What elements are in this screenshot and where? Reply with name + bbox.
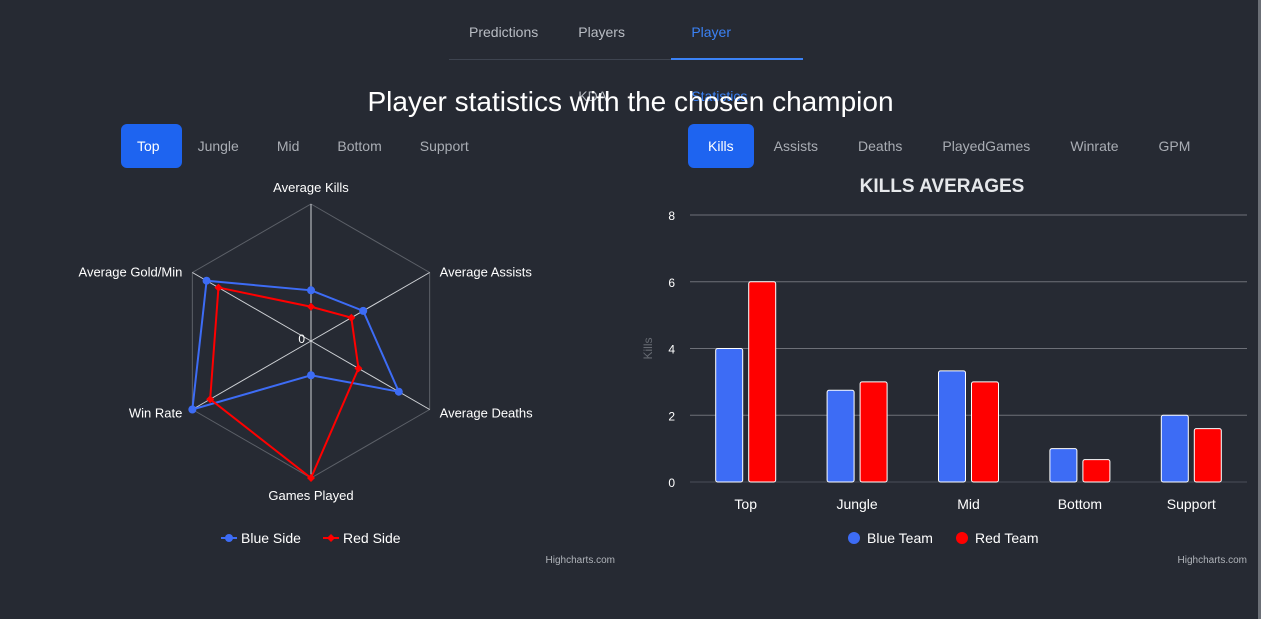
legend-label: Blue Team xyxy=(867,530,933,546)
radar-chart: 0 Average Kills Average Assists Average Dea… xyxy=(79,180,615,566)
radar-series-line xyxy=(191,279,401,411)
legend-symbol xyxy=(956,532,968,544)
role-tab-support[interactable]: Support xyxy=(419,138,469,154)
legend-label: Blue Side xyxy=(241,530,301,546)
radar-axis-label: Average Assists xyxy=(440,265,533,280)
bar xyxy=(1160,414,1189,483)
bar xyxy=(1193,428,1222,483)
radar-point xyxy=(394,387,403,396)
radar-point xyxy=(307,474,315,482)
radar-point xyxy=(202,276,211,285)
bar xyxy=(715,348,744,483)
metric-tab-deaths[interactable]: Deaths xyxy=(858,138,903,154)
radar-point xyxy=(307,302,315,311)
radar-center-label: 0 xyxy=(298,332,305,346)
metric-tabs: Kills Assists Deaths PlayedGames Winrate… xyxy=(688,124,1210,168)
bar xyxy=(748,281,777,483)
role-tabs: Top Jungle Mid Bottom Support xyxy=(121,124,491,168)
radar-spoke xyxy=(192,272,312,342)
tab-players-kda[interactable]: Players KDA xyxy=(578,23,625,104)
radar-point xyxy=(359,306,368,315)
bar xyxy=(971,381,999,483)
radar-axis-label: Average Deaths xyxy=(440,406,533,421)
radar-point xyxy=(206,395,215,404)
legend-symbol xyxy=(848,532,860,544)
role-tab-top[interactable]: Top xyxy=(121,124,182,168)
radar-point xyxy=(214,283,223,292)
radar-axis-label: Average Kills xyxy=(273,180,349,195)
tab-predictions[interactable]: Predictions xyxy=(469,23,539,40)
role-tab-mid[interactable]: Mid xyxy=(276,138,300,154)
scrollbar[interactable] xyxy=(1258,0,1261,619)
bar xyxy=(826,389,855,483)
metric-tab-assists[interactable]: Assists xyxy=(773,138,819,154)
metric-tab-played-games[interactable]: PlayedGames xyxy=(942,138,1031,154)
legend-symbol xyxy=(327,534,335,542)
bar xyxy=(1082,459,1111,483)
radar-axis-label: Average Gold/Min xyxy=(79,265,183,280)
bar xyxy=(938,370,966,483)
top-nav: Predictions Players KDA Player Statistic… xyxy=(449,0,803,104)
x-tick-label: Top xyxy=(734,496,757,512)
tab-player-statistics[interactable]: Player Statistics xyxy=(671,0,803,104)
x-tick-label: Mid xyxy=(957,496,980,512)
bar xyxy=(1049,448,1078,483)
x-tick-label: Bottom xyxy=(1058,496,1102,512)
metric-tab-winrate[interactable]: Winrate xyxy=(1070,138,1119,154)
radar-axis-label: Games Played xyxy=(268,488,353,503)
radar-point xyxy=(307,371,315,380)
radar-spoke xyxy=(310,340,430,410)
role-tab-bottom[interactable]: Bottom xyxy=(337,138,382,154)
x-tick-label: Jungle xyxy=(836,496,877,512)
y-axis-title: Kills xyxy=(641,337,655,359)
y-tick-label: 4 xyxy=(668,343,675,357)
metric-tab-gpm[interactable]: GPM xyxy=(1158,138,1191,154)
y-tick-label: 2 xyxy=(668,409,675,423)
bar xyxy=(859,381,888,483)
role-tab-jungle[interactable]: Jungle xyxy=(197,138,239,154)
radar-spoke xyxy=(310,272,430,342)
y-tick-label: 6 xyxy=(668,276,675,290)
x-tick-label: Support xyxy=(1167,496,1216,512)
metric-tab-kills[interactable]: Kills xyxy=(688,124,754,168)
y-tick-label: 0 xyxy=(668,476,675,490)
page-title: Player statistics with the chosen champi… xyxy=(367,86,894,117)
legend-label: Red Side xyxy=(343,530,401,546)
radar-point xyxy=(188,405,197,414)
bar-chart: KILLS AVERAGES 0 2 4 6 8 Kills Top Jungle Mid Bott… xyxy=(641,176,1247,566)
radar-point xyxy=(307,286,315,295)
y-tick-label: 8 xyxy=(668,209,675,223)
highcharts-credits: Highcharts.com xyxy=(546,555,615,566)
radar-axis-label: Win Rate xyxy=(129,406,182,421)
radar-point xyxy=(347,313,356,322)
radar-point xyxy=(354,364,363,373)
highcharts-credits: Highcharts.com xyxy=(1178,555,1247,566)
legend-symbol xyxy=(225,534,233,542)
legend-label: Red Team xyxy=(975,530,1039,546)
chart-title: KILLS AVERAGES xyxy=(860,176,1025,197)
